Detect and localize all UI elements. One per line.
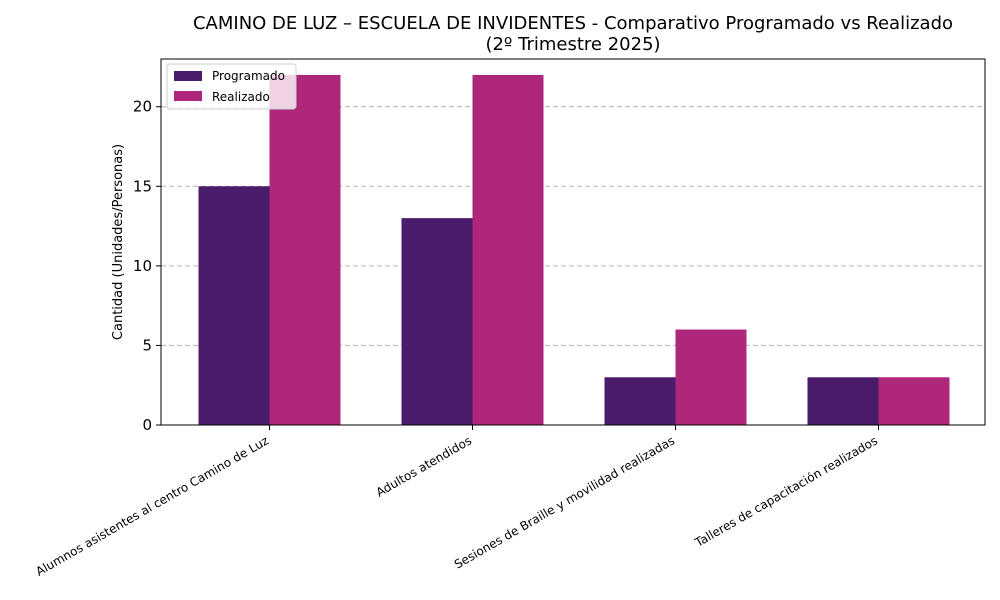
- y-tick-label: 5: [142, 336, 152, 354]
- bars: [198, 74, 950, 426]
- chart-title-line-1: CAMINO DE LUZ – ESCUELA DE INVIDENTES - …: [193, 13, 953, 34]
- bar-programado-3: [807, 377, 879, 425]
- legend-swatch-programado: [174, 71, 202, 81]
- bar-programado-2: [604, 377, 676, 425]
- y-tick-label: 10: [133, 257, 152, 275]
- y-tick-label: 15: [133, 177, 152, 195]
- x-tick-label: Sesiones de Braille y movilidad realizad…: [452, 433, 677, 571]
- legend-label-realizado: Realizado: [212, 90, 270, 104]
- x-tick-label: Adultos atendidos: [374, 433, 474, 499]
- chart-title-line-2: (2º Trimestre 2025): [485, 34, 660, 55]
- x-tick-label: Alumnos asistentes al centro Camino de L…: [33, 433, 271, 578]
- y-axis-label: Cantidad (Unidades/Personas): [111, 144, 126, 340]
- bar-programado-1: [401, 218, 473, 425]
- y-axis-ticks: 0 5 10 15 20: [133, 98, 161, 434]
- legend-swatch-realizado: [174, 91, 202, 101]
- bar-realizado-3: [878, 377, 950, 425]
- bar-programado-0: [198, 186, 270, 425]
- legend: Programado Realizado: [166, 63, 297, 110]
- bar-realizado-1: [472, 74, 544, 426]
- bar-realizado-2: [675, 329, 747, 425]
- plot-area-frame: [160, 58, 986, 426]
- x-tick-label: Talleres de capacitación realizados: [692, 433, 880, 550]
- bar-realizado-0: [269, 74, 341, 426]
- legend-label-programado: Programado: [212, 69, 285, 83]
- x-axis-ticks: Alumnos asistentes al centro Camino de L…: [33, 425, 880, 579]
- y-tick-label: 0: [142, 416, 152, 434]
- y-tick-label: 20: [133, 98, 152, 116]
